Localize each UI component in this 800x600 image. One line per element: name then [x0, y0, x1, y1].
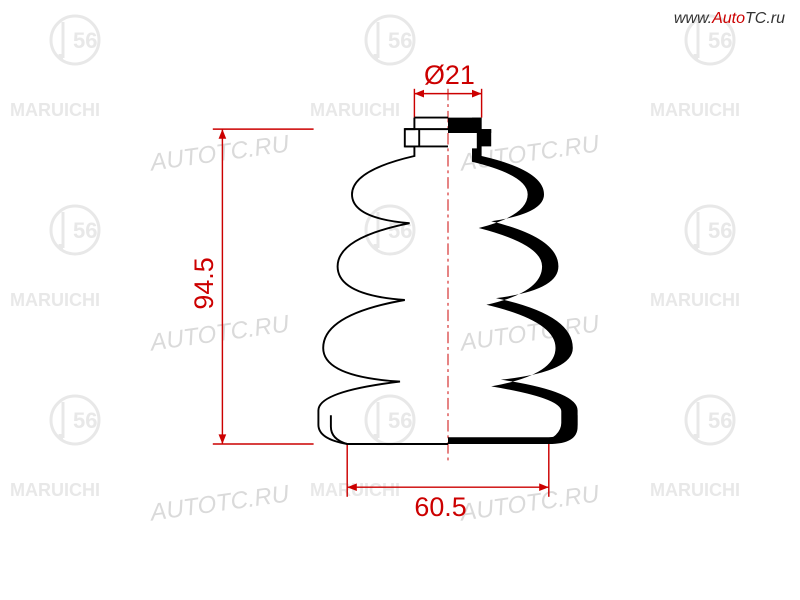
watermark-logo: 56: [45, 10, 105, 70]
watermark-brand: MARUICHI: [650, 480, 740, 501]
watermark-brand: MARUICHI: [10, 290, 100, 311]
arrow: [472, 90, 482, 98]
svg-text:56: 56: [388, 28, 412, 53]
arrow: [414, 90, 424, 98]
dim-diameter-text: Ø21: [424, 60, 475, 90]
part-right-section: [472, 118, 578, 444]
watermark-brand: MARUICHI: [650, 100, 740, 121]
arrow: [347, 483, 357, 491]
dim-width-text: 60.5: [414, 492, 466, 522]
svg-text:56: 56: [73, 408, 97, 433]
svg-text:56: 56: [708, 408, 732, 433]
dim-height-text: 94.5: [189, 257, 219, 309]
arrow: [219, 434, 227, 444]
svg-text:56: 56: [73, 28, 97, 53]
arrow: [539, 483, 549, 491]
watermark-brand: MARUICHI: [10, 100, 100, 121]
url-auto: Auto: [712, 10, 745, 27]
source-url: www.AutoTC.ru: [674, 10, 785, 28]
svg-text:56: 56: [73, 218, 97, 243]
part-left-outline: [318, 118, 448, 444]
watermark-logo: 56: [45, 390, 105, 450]
top-flange: [448, 118, 491, 133]
url-ru: .ru: [766, 10, 785, 27]
watermark-logo: 56: [45, 200, 105, 260]
url-www: www.: [674, 10, 712, 27]
watermark-brand: MARUICHI: [650, 290, 740, 311]
svg-text:56: 56: [708, 28, 732, 53]
arrow: [219, 129, 227, 139]
technical-drawing: Ø21 94.5 60.5: [150, 60, 650, 540]
svg-text:56: 56: [708, 218, 732, 243]
watermark-logo: 56: [680, 390, 740, 450]
url-tc: TC: [745, 10, 766, 27]
container: 565656565656565656MARUICHIMARUICHIMARUIC…: [0, 0, 800, 600]
bottom-flange: [448, 415, 578, 444]
watermark-logo: 56: [680, 200, 740, 260]
watermark-brand: MARUICHI: [10, 480, 100, 501]
